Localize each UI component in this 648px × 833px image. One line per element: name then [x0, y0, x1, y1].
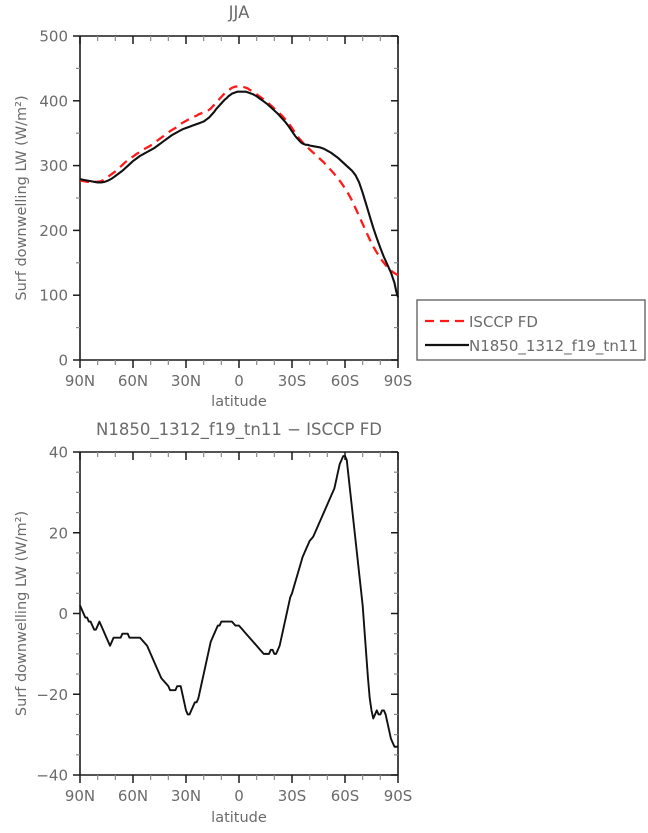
series-difference-lower [79, 455, 398, 748]
lower-panel-title: N1850_1312_f19_tn11 − ISCCP FD [96, 420, 382, 440]
x-tick-label: 90S [384, 372, 413, 390]
legend-label-2: N1850_1312_f19_tn11 [469, 337, 638, 356]
y-tick-label: 40 [49, 444, 68, 462]
lower-panel: −40 −20 0 20 40 90N 60N 30N 0 30S 60S 90S [36, 444, 412, 806]
upper-panel-title: JJA [228, 3, 250, 22]
legend-border [416, 299, 646, 361]
x-tick-label: 30S [278, 787, 307, 805]
x-tick-label: 90N [65, 787, 95, 805]
x-tick-label: 30N [171, 787, 201, 805]
y-tick-label: −20 [36, 686, 68, 704]
lower-panel-ylabel: Surf downwelling LW (W/m²) [14, 511, 30, 716]
x-tick-label: 60N [118, 787, 148, 805]
x-tick-label: 90N [65, 372, 95, 390]
y-tick-label: 500 [39, 28, 68, 46]
x-tick-label: 0 [234, 372, 244, 390]
y-tick-label: 400 [39, 92, 68, 110]
x-tick-label: 0 [234, 787, 244, 805]
upper-panel-ylabel: Surf downwelling LW (W/m²) [14, 95, 30, 300]
y-tick-label: 200 [39, 222, 68, 240]
x-tick-label: 30S [278, 372, 307, 390]
series-isccp-fd-upper [79, 85, 399, 277]
x-tick-label: 60S [331, 787, 360, 805]
y-tick-label: 300 [39, 157, 68, 175]
upper-panel: 0 100 200 300 400 500 90N 60N 30N 0 30S 60S 90S [39, 28, 412, 391]
x-tick-label: 90S [384, 787, 413, 805]
series-n1850-upper [79, 90, 400, 298]
x-tick-label: 30N [171, 372, 201, 390]
legend-label-1: ISCCP FD [469, 313, 538, 331]
x-tick-label: 60S [331, 372, 360, 390]
y-tick-label: 0 [58, 605, 68, 623]
y-tick-label: 0 [58, 352, 68, 370]
upper-panel-xlabel: latitude [211, 394, 267, 410]
lower-panel-xlabel: latitude [211, 810, 267, 826]
y-tick-label: −40 [36, 767, 68, 785]
x-tick-label: 60N [118, 372, 148, 390]
legend: ISCCP FD N1850_1312_f19_tn11 [416, 299, 646, 361]
y-tick-label: 20 [49, 524, 68, 542]
y-tick-label: 100 [39, 287, 68, 305]
